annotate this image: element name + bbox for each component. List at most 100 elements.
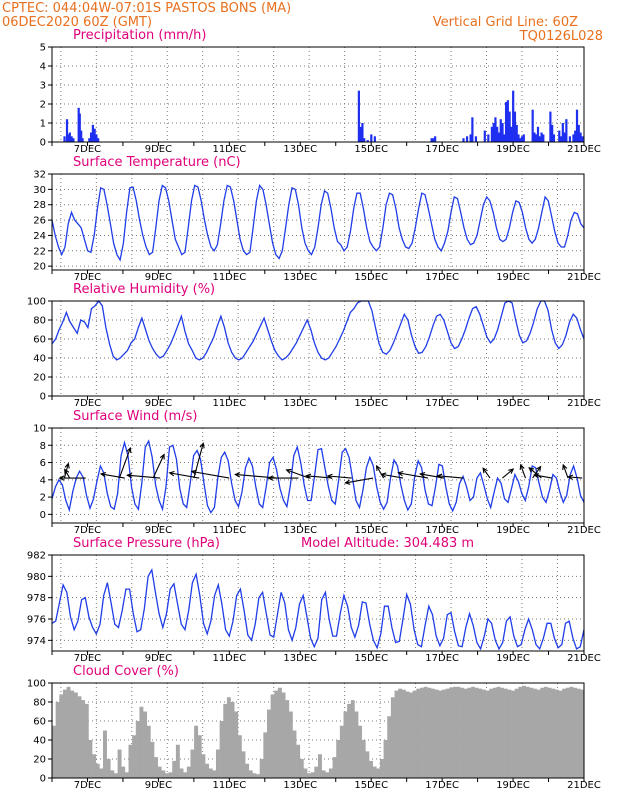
y-tick-label: 10	[33, 424, 46, 435]
wind-arrow-head	[535, 465, 542, 472]
precipitation-bar	[552, 134, 556, 142]
precipitation-bar	[504, 102, 508, 142]
cloud-cover-bar	[223, 703, 228, 778]
cloud-cover-bar	[150, 741, 155, 778]
y-tick-label: 26	[33, 216, 46, 227]
cloud-cover-bar	[70, 690, 75, 778]
cloud-cover-bar	[529, 687, 534, 778]
cloud-cover-bar	[164, 773, 169, 778]
cloud-cover-bar	[103, 730, 107, 778]
x-tick-label: 17DEC	[425, 398, 459, 409]
wind-arrow	[327, 475, 352, 479]
precipitation-bar	[68, 132, 71, 142]
cloud-cover-bar	[161, 770, 166, 778]
cloud-cover-bar	[55, 702, 60, 778]
precipitation-bar	[579, 132, 582, 142]
cloud-cover-bar	[536, 689, 541, 778]
cloud-cover-bar	[474, 687, 479, 778]
cloud-cover-bar	[503, 688, 508, 778]
precipitation-bar	[432, 138, 435, 142]
x-tick-label: 21DEC	[567, 653, 601, 664]
cloud-cover-bar	[347, 703, 352, 778]
cloud-cover-bar	[416, 688, 421, 778]
wind-arrow-head	[375, 464, 382, 471]
precipitation-bar	[496, 126, 499, 142]
precipitation-bar	[563, 132, 566, 142]
wind-arrow-head	[519, 463, 525, 470]
cloud-cover-bar	[84, 703, 89, 778]
y-tick-label: 2	[40, 493, 46, 504]
cloud-cover-bar	[106, 759, 111, 778]
wind-arrow-head	[64, 468, 70, 475]
precipitation-bar	[558, 130, 561, 142]
cloud-cover-bar	[88, 740, 93, 778]
cloud-cover-bar	[274, 690, 279, 778]
cloud-cover-bar	[496, 686, 501, 778]
cloud-cover-bar	[215, 749, 220, 778]
cloud-cover-bar	[576, 688, 581, 778]
wind-arrow-head	[380, 472, 387, 478]
cloud-cover-bar	[132, 735, 137, 778]
precipitation-bar	[512, 90, 515, 142]
header-model: TQ0126L028	[519, 29, 603, 44]
wind-arrow	[306, 475, 333, 479]
cloud-cover-bar	[135, 721, 140, 778]
y-tick-label: 1	[40, 119, 46, 130]
cloud-cover-bar	[394, 690, 399, 778]
cloud-cover-bar	[175, 744, 180, 778]
cloud-cover-bar	[452, 686, 457, 778]
y-tick-label: 4	[40, 62, 46, 73]
cloud-cover-bar	[128, 744, 133, 778]
cloud-cover-bar	[376, 768, 381, 778]
precipitation-bar	[462, 138, 465, 142]
cloud-cover-bar	[372, 766, 377, 778]
wind-arrow	[520, 464, 526, 479]
cloud-cover-bar	[121, 766, 126, 778]
cloud-cover-bar	[208, 768, 213, 778]
precipitation-bar	[373, 136, 376, 142]
cloud-cover-bar	[124, 772, 129, 778]
precipitation-bar	[520, 136, 524, 142]
x-tick-label: 17DEC	[425, 780, 459, 791]
cloud-cover-bar	[307, 773, 312, 778]
precipitation-bar	[91, 124, 94, 142]
cloud-cover-bar	[354, 711, 359, 778]
wind-arrow	[502, 468, 514, 479]
wind-arrow-head	[326, 473, 333, 480]
wind-arrow-head	[267, 475, 274, 481]
cloud-cover-bar	[405, 691, 410, 778]
y-tick-label: 980	[27, 572, 46, 583]
cloud-cover-bar	[146, 725, 151, 778]
x-tick-label: 17DEC	[425, 525, 459, 536]
cloud-cover-bar	[369, 760, 373, 778]
precipitation-bar	[66, 134, 70, 142]
wind-arrow-head	[168, 470, 175, 477]
panel-title: Surface Pressure (hPa)	[73, 536, 220, 551]
cloud-cover-bar	[492, 687, 497, 778]
cloud-cover-bar	[401, 689, 406, 778]
cloud-cover-bar	[350, 700, 355, 778]
cloud-cover-bar	[336, 740, 341, 778]
cloud-cover-bar	[573, 687, 578, 778]
x-tick-label: 13DEC	[283, 780, 317, 791]
cloud-cover-bar	[412, 690, 417, 778]
wind-arrow	[100, 473, 125, 479]
panel-frame	[51, 46, 585, 143]
y-tick-label: 100	[27, 679, 46, 690]
cloud-cover-bar	[205, 763, 209, 778]
precipitation-bar	[517, 134, 520, 142]
wind-arrow-head	[234, 472, 241, 478]
cloud-cover-bar	[259, 759, 264, 778]
cloud-cover-bar	[299, 759, 304, 778]
y-tick-label: 80	[33, 316, 46, 327]
cloud-cover-bar	[518, 686, 523, 778]
series-line	[51, 567, 585, 651]
wind-arrow	[376, 465, 385, 479]
precipitation-bar	[494, 117, 497, 142]
precipitation-bar	[483, 130, 486, 142]
x-tick-label: 11DEC	[212, 272, 246, 283]
precipitation-bar	[492, 123, 495, 142]
precipitation-bar	[538, 136, 541, 142]
x-tick-label: 7DEC	[74, 398, 101, 409]
cloud-cover-bar	[139, 706, 144, 778]
